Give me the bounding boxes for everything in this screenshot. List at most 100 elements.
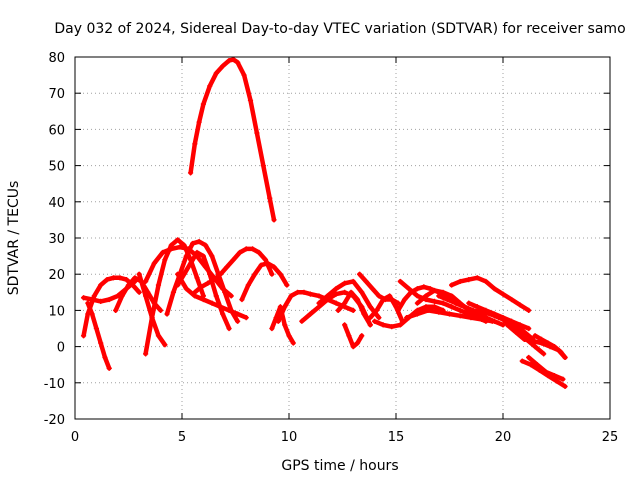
data-point <box>397 322 403 328</box>
data-point <box>198 284 204 290</box>
data-point <box>265 260 271 266</box>
data-point <box>504 322 510 328</box>
data-point <box>226 58 232 64</box>
data-point <box>155 333 162 339</box>
data-point <box>235 59 241 66</box>
data-point <box>389 324 395 330</box>
data-point <box>85 300 91 306</box>
data-point <box>125 282 132 288</box>
data-point <box>342 300 348 306</box>
y-tick-label: 60 <box>48 123 65 138</box>
data-point <box>350 344 356 350</box>
data-point <box>181 271 187 277</box>
data-point <box>560 376 566 382</box>
data-point <box>513 329 519 335</box>
data-point <box>284 282 290 288</box>
data-point <box>436 309 442 315</box>
x-tick-label: 15 <box>388 430 405 445</box>
data-point <box>348 289 354 295</box>
x-tick-label: 0 <box>71 430 79 445</box>
data-point <box>194 249 200 256</box>
data-point <box>528 362 534 368</box>
data-point <box>243 315 249 321</box>
data-point <box>406 286 412 292</box>
data-point <box>260 163 266 169</box>
data-marks <box>80 56 568 390</box>
data-point <box>228 293 234 299</box>
data-point <box>421 284 427 290</box>
data-point <box>449 304 455 310</box>
data-point <box>262 257 269 263</box>
data-point <box>316 293 322 299</box>
data-point <box>102 354 108 361</box>
y-tick-label: 70 <box>48 87 65 102</box>
data-point <box>275 318 281 324</box>
data-point <box>468 315 474 321</box>
data-point <box>217 271 224 277</box>
data-point <box>333 291 339 297</box>
data-point <box>335 307 341 313</box>
data-point <box>277 271 284 277</box>
data-point <box>369 286 376 292</box>
data-point <box>106 365 112 371</box>
data-point <box>106 296 112 303</box>
y-axis-label: SDTVAR / TECUs <box>6 181 22 296</box>
data-point <box>372 318 378 324</box>
x-tick-label: 5 <box>178 430 186 445</box>
data-point <box>217 304 224 310</box>
data-point <box>431 304 438 310</box>
data-point <box>521 329 527 335</box>
data-point <box>545 340 551 346</box>
x-tick-label: 10 <box>281 430 298 445</box>
data-point <box>230 56 236 63</box>
data-point <box>307 311 313 317</box>
data-point <box>226 307 232 313</box>
data-point <box>177 244 183 250</box>
data-point <box>243 246 249 252</box>
data-point <box>256 249 262 256</box>
data-point <box>470 307 476 313</box>
data-point <box>91 293 97 299</box>
data-point <box>110 275 117 281</box>
data-point <box>342 280 348 286</box>
data-point <box>143 278 149 285</box>
data-point <box>414 300 420 306</box>
data-point <box>354 296 361 303</box>
data-point <box>209 253 215 259</box>
data-point <box>483 307 489 313</box>
data-point <box>290 340 296 346</box>
data-point <box>98 340 104 346</box>
data-point <box>354 340 361 346</box>
data-point <box>269 325 275 332</box>
data-point <box>164 311 170 317</box>
data-point <box>247 97 254 104</box>
data-point <box>376 293 382 299</box>
data-point <box>453 300 459 306</box>
data-point <box>136 289 142 295</box>
data-point <box>532 333 538 339</box>
data-point <box>558 349 564 355</box>
data-point <box>466 300 472 306</box>
data-point <box>254 130 260 136</box>
data-point <box>187 170 194 176</box>
data-point <box>245 282 251 288</box>
data-point <box>209 300 215 306</box>
data-point <box>282 322 288 328</box>
data-point <box>252 271 258 277</box>
data-point <box>299 318 305 324</box>
series-arc-27 <box>449 275 532 313</box>
data-point <box>213 70 219 76</box>
data-point <box>397 278 403 285</box>
x-tick-label: 25 <box>602 430 619 445</box>
series-arc-33 <box>526 354 566 382</box>
data-point <box>286 333 292 339</box>
data-point <box>267 195 273 201</box>
data-point <box>414 311 420 317</box>
data-point <box>155 282 162 288</box>
data-point <box>168 246 174 252</box>
data-point <box>170 289 177 295</box>
data-point <box>342 289 348 295</box>
data-point <box>220 311 226 317</box>
data-point <box>414 286 420 292</box>
data-point <box>250 246 256 252</box>
